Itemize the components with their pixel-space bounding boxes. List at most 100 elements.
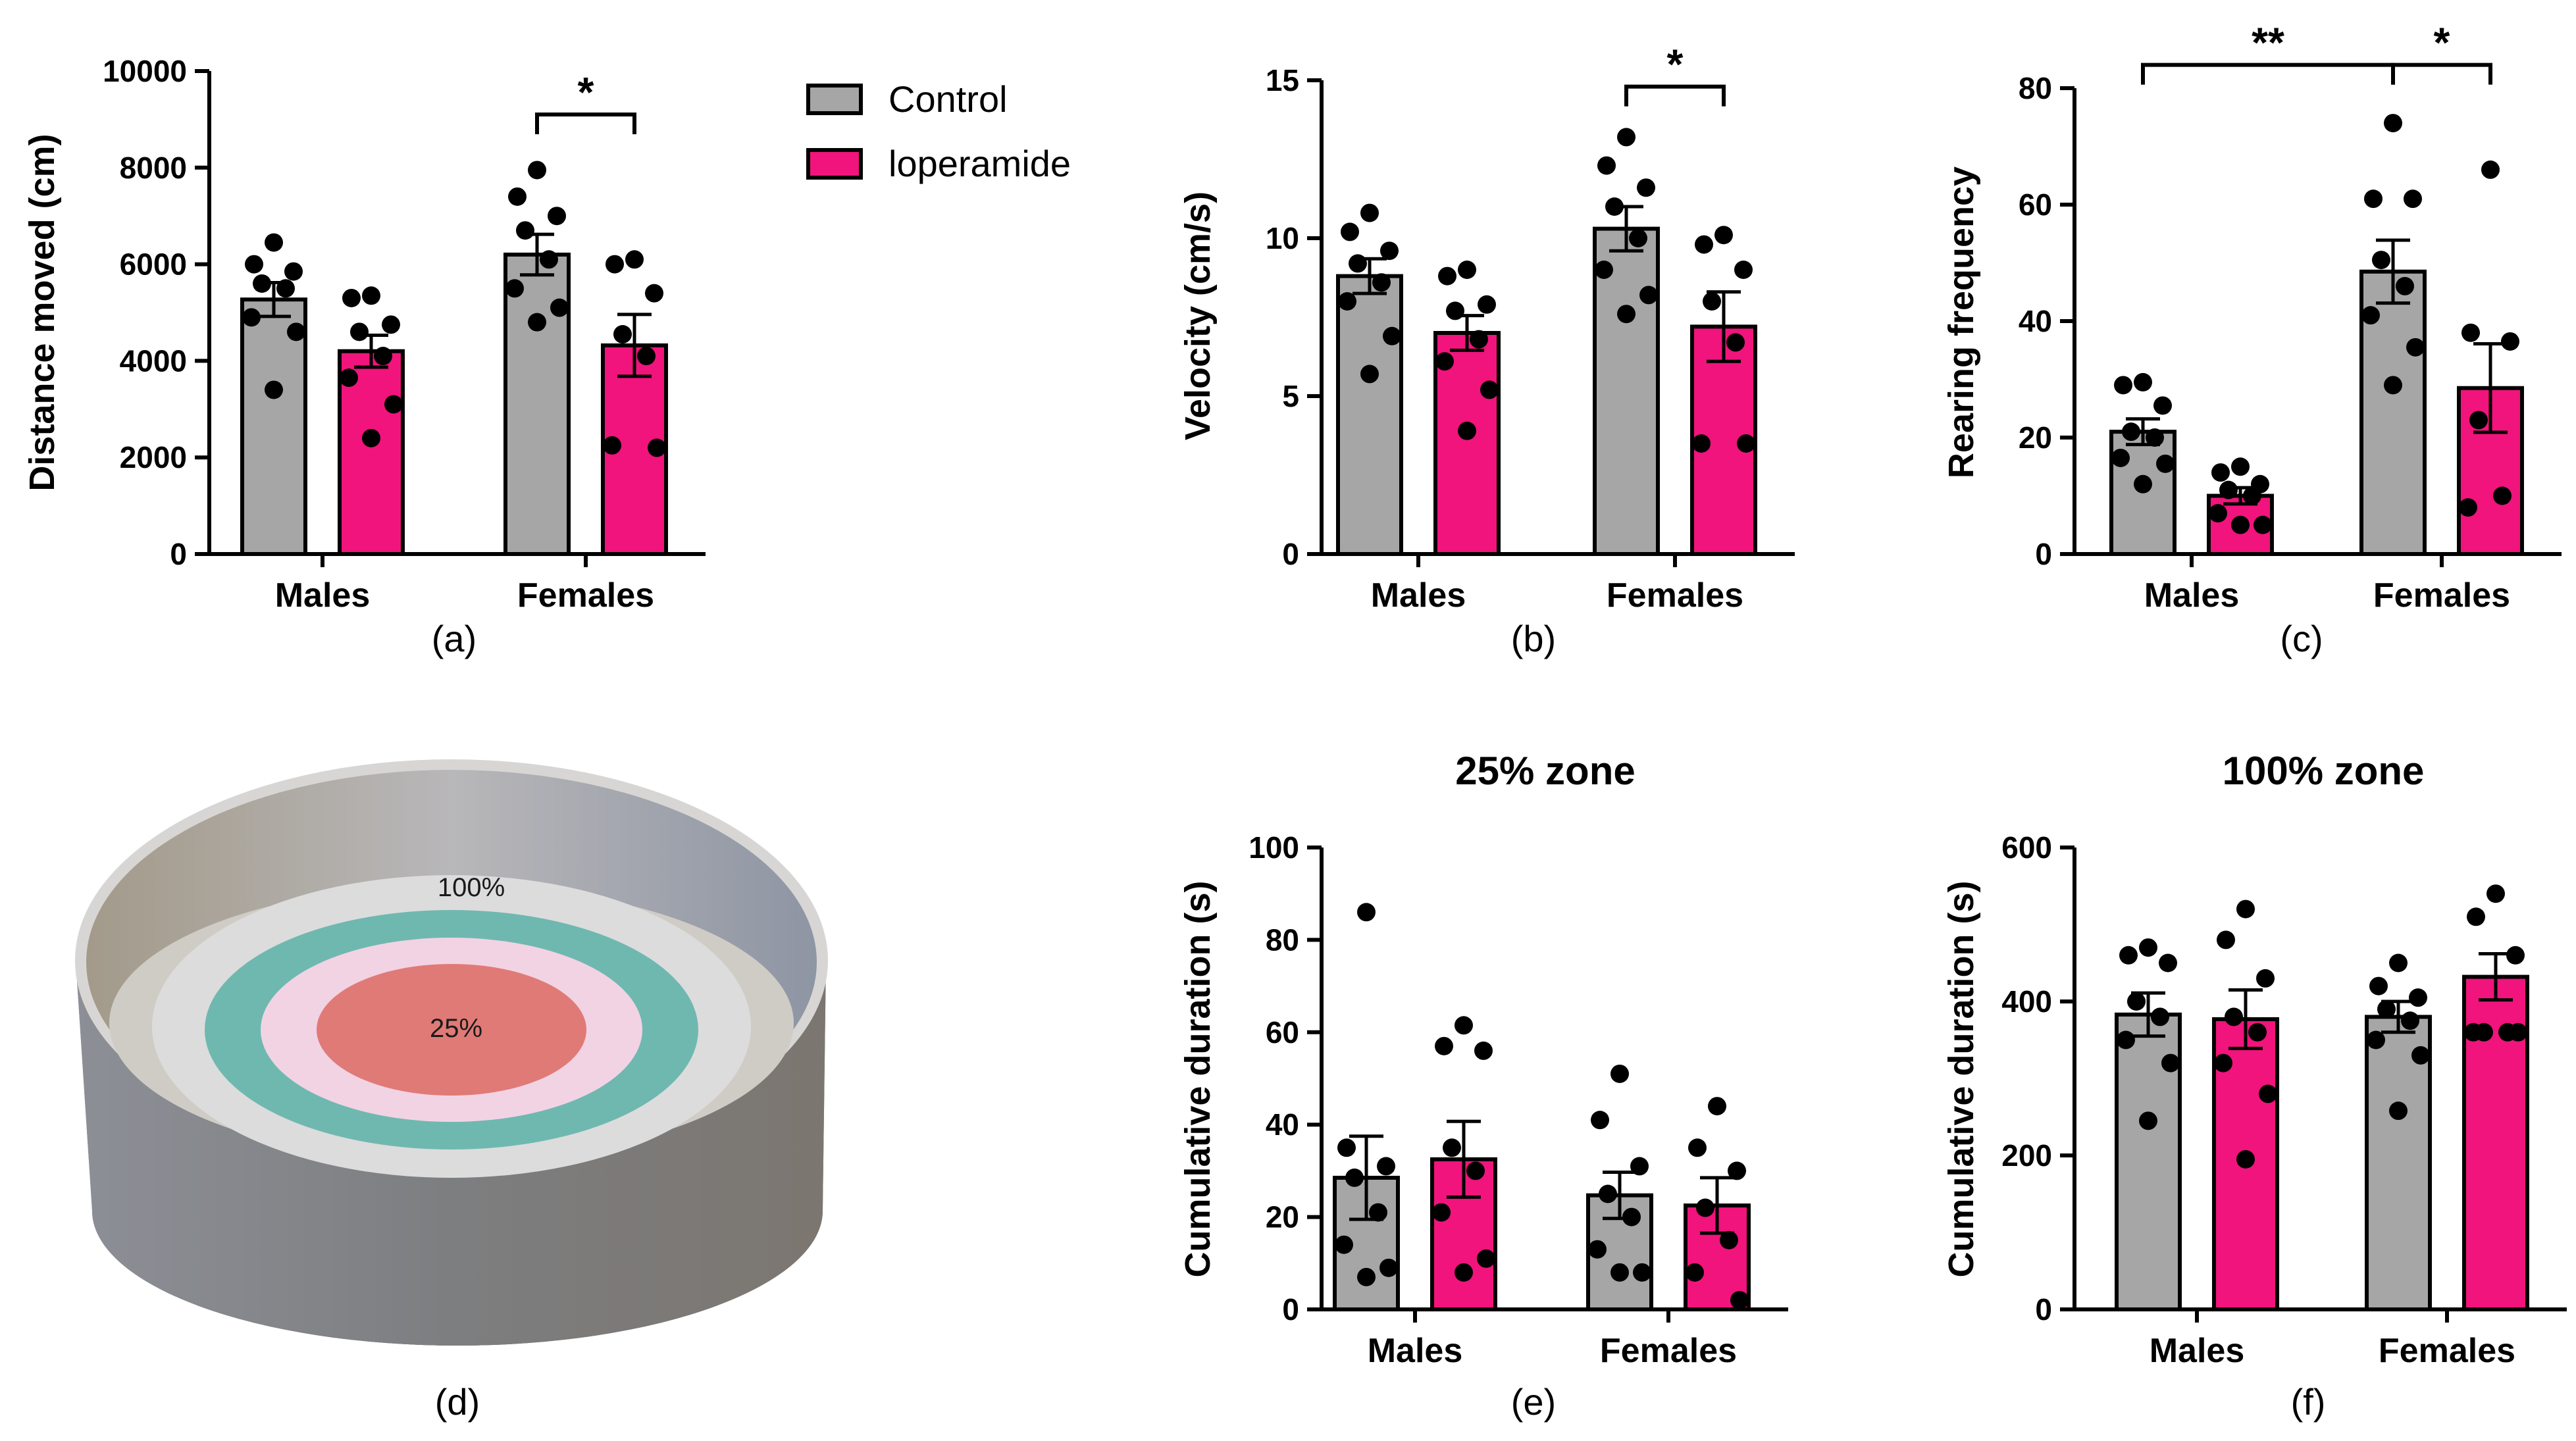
y-axis-label: Rearing frequency — [1942, 166, 1981, 478]
y-tick-label: 80 — [1266, 923, 1299, 957]
data-point — [645, 284, 663, 303]
data-point — [1726, 333, 1745, 352]
data-point — [540, 250, 558, 269]
data-point — [1338, 292, 1356, 311]
data-point — [1610, 1263, 1629, 1282]
legend: Control loperamide — [806, 78, 1071, 184]
significance-label: * — [578, 68, 594, 116]
data-point — [2219, 480, 2238, 499]
data-point — [2409, 988, 2427, 1007]
data-point — [1377, 1157, 1395, 1176]
y-tick-label: 200 — [2001, 1138, 2052, 1173]
data-point — [528, 161, 546, 180]
data-point — [362, 286, 380, 305]
data-point — [2256, 969, 2275, 988]
data-point — [2139, 938, 2157, 957]
category-label: Males — [2144, 576, 2240, 615]
category-label: Males — [2150, 1332, 2245, 1370]
data-point — [1432, 1203, 1451, 1222]
data-point — [2372, 251, 2390, 270]
data-point — [284, 262, 303, 281]
data-point — [1458, 421, 1476, 440]
data-point — [245, 255, 263, 274]
y-tick-label: 0 — [1282, 537, 1299, 571]
y-tick-label: 4000 — [120, 343, 187, 378]
arena-illustration: 100% 25% (d) — [75, 759, 828, 1423]
chart-f: 100% zone 0 200 400 600 Cumulative duration (… — [1942, 749, 2567, 1423]
y-tick-label: 400 — [2001, 984, 2052, 1019]
data-point — [1686, 1263, 1704, 1282]
data-point — [340, 368, 358, 388]
data-point — [1696, 1198, 1714, 1217]
zone-center — [317, 964, 586, 1096]
chart-b: 0 5 10 15 Velocity (cm/s) Males Females * (b) — [1178, 41, 1795, 659]
y-tick-label: 15 — [1266, 63, 1299, 97]
data-point — [1438, 266, 1456, 286]
y-tick-label: 0 — [1282, 1292, 1299, 1327]
y-tick-label: 2000 — [120, 440, 187, 474]
data-point — [1720, 1230, 1738, 1250]
data-point — [2122, 422, 2140, 442]
data-point — [516, 221, 534, 240]
bar-control-males — [1336, 274, 1403, 556]
data-point — [2461, 323, 2480, 342]
data-point — [1480, 380, 1499, 399]
data-point — [1435, 1036, 1453, 1055]
data-point — [2404, 190, 2422, 209]
data-point — [2134, 372, 2152, 392]
data-point — [1708, 1097, 1726, 1116]
data-point — [508, 187, 527, 206]
data-point — [1360, 203, 1379, 222]
data-point — [1335, 1235, 1353, 1254]
category-label: Males — [275, 576, 371, 615]
data-point — [1639, 286, 1658, 305]
data-point — [1591, 1111, 1609, 1130]
category-label: Females — [517, 576, 654, 615]
data-point — [613, 325, 632, 344]
data-point — [2254, 515, 2272, 534]
data-point — [2401, 1011, 2419, 1030]
data-point — [265, 380, 283, 399]
bar-control-females — [1593, 226, 1660, 556]
y-axis-label: Distance moved (cm) — [22, 134, 62, 491]
data-point — [265, 233, 283, 252]
data-point — [2389, 953, 2408, 973]
data-point — [648, 438, 666, 457]
zone-label-25: 25% — [430, 1014, 482, 1043]
y-tick-label: 0 — [2035, 1292, 2052, 1327]
data-point — [2127, 992, 2146, 1011]
significance-bracket — [2141, 63, 2395, 85]
data-point — [384, 395, 403, 414]
data-point — [1337, 1138, 1356, 1157]
y-axis-label: Cumulative duration (s) — [1178, 880, 1218, 1277]
bar-loperamide-females — [2457, 386, 2524, 557]
data-point — [2231, 515, 2250, 534]
data-point — [2111, 448, 2130, 467]
category-label: Males — [1368, 1332, 1463, 1370]
data-point — [605, 255, 624, 274]
data-point — [505, 279, 524, 298]
data-point — [625, 250, 644, 269]
y-tick-label: 80 — [2019, 71, 2052, 105]
data-point — [1588, 1240, 1607, 1259]
data-point — [1730, 1290, 1749, 1309]
data-point — [1372, 273, 1391, 292]
data-point — [2459, 498, 2477, 517]
data-point — [1446, 301, 1464, 320]
data-point — [1728, 1161, 1746, 1180]
data-point — [1455, 1263, 1473, 1282]
data-point — [2493, 486, 2512, 505]
caption-e: (e) — [1511, 1381, 1556, 1423]
data-point — [2156, 454, 2175, 473]
data-point — [1633, 1263, 1651, 1282]
significance-label: * — [2434, 19, 2450, 66]
data-point — [1360, 365, 1379, 384]
data-point — [1630, 1157, 1649, 1176]
legend-swatch-control — [806, 84, 863, 115]
data-point — [1379, 1258, 1398, 1277]
data-point — [1466, 1161, 1485, 1180]
data-point — [2151, 1007, 2169, 1026]
data-point — [2406, 338, 2425, 357]
data-point — [2369, 976, 2388, 996]
